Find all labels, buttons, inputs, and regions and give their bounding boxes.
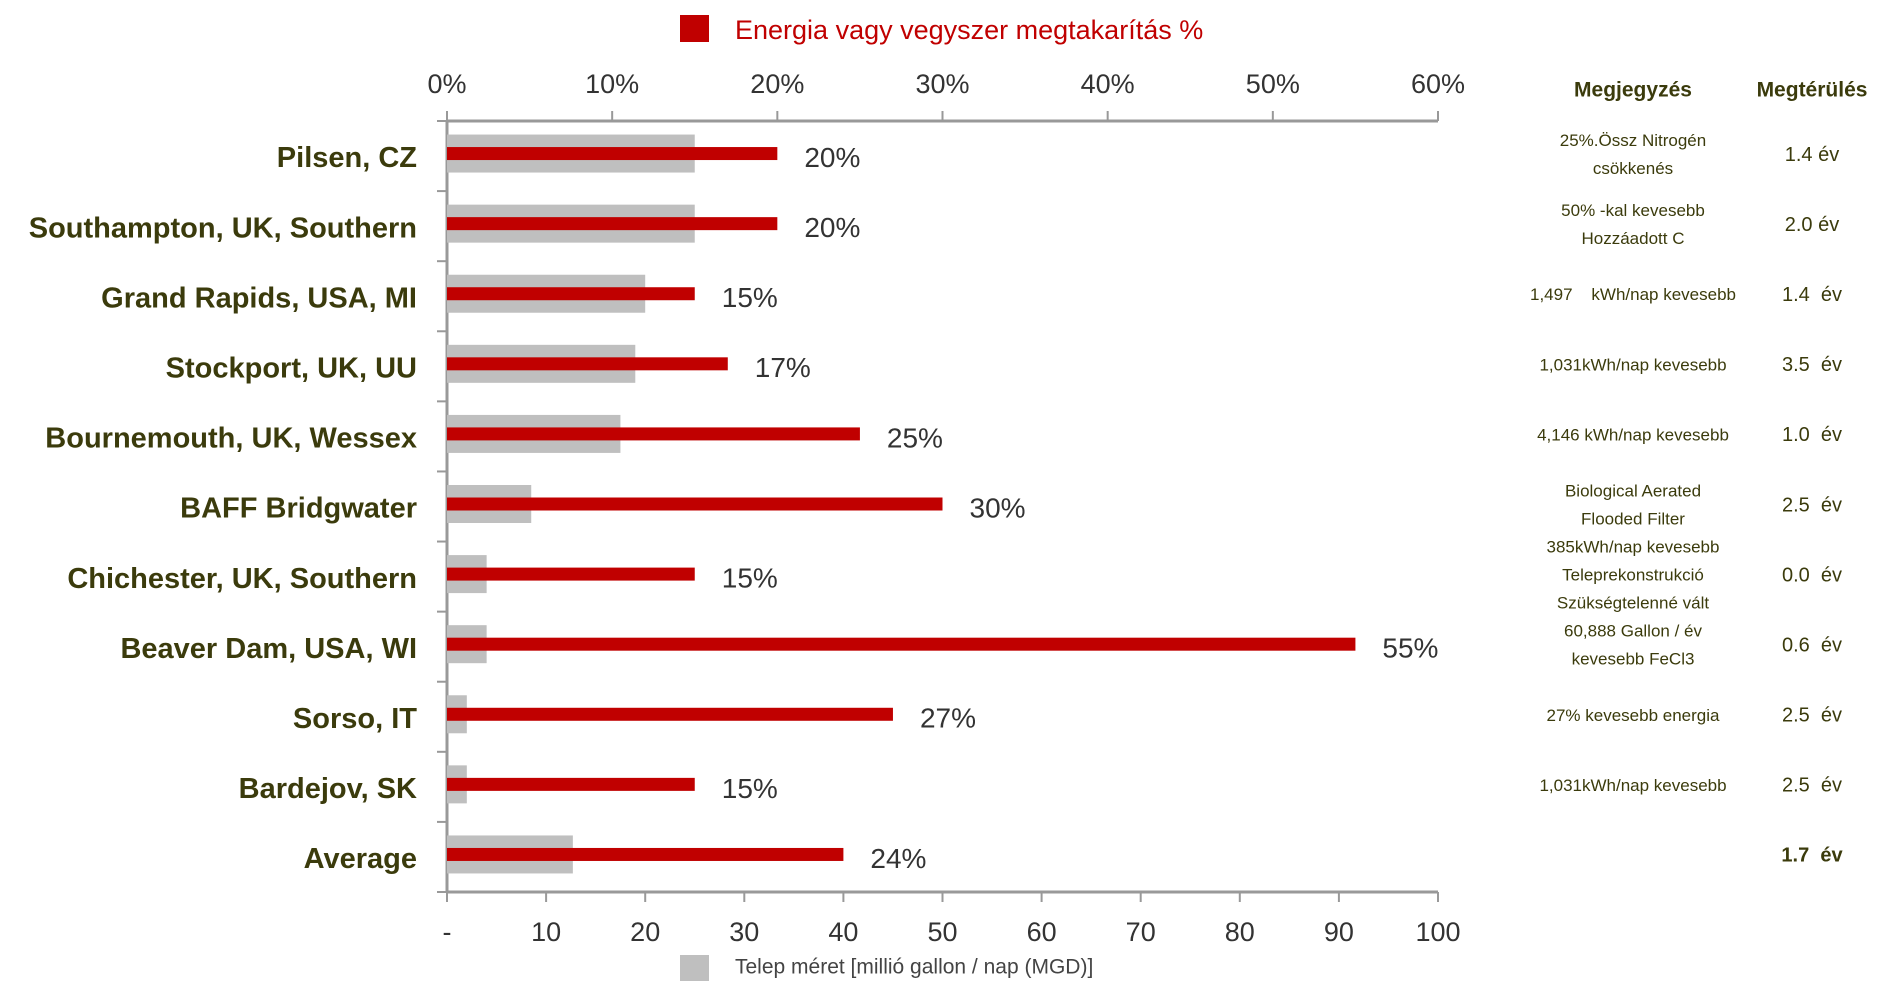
payback: 2.0 év xyxy=(1785,214,1839,236)
data-label: 17% xyxy=(755,352,811,383)
bar xyxy=(447,147,778,161)
data-label: 15% xyxy=(722,562,778,593)
note: csökkenés xyxy=(1593,159,1673,178)
note: 27% kevesebb energia xyxy=(1547,706,1721,725)
note: Hozzáadott C xyxy=(1582,229,1685,248)
data-label: 15% xyxy=(722,773,778,804)
category-label: Stockport, UK, UU xyxy=(166,352,417,384)
category-label: Bardejov, SK xyxy=(239,773,417,805)
payback: 2.5 év xyxy=(1782,494,1842,516)
payback: 1.4 év xyxy=(1785,144,1839,166)
category-label: Chichester, UK, Southern xyxy=(67,563,417,595)
note: 60,888 Gallon / év xyxy=(1564,622,1702,641)
payback: 1.4 év xyxy=(1782,284,1842,306)
table-header: Megjegyzés xyxy=(1574,79,1692,102)
category-label: Sorso, IT xyxy=(293,703,417,735)
x2-tick-label: - xyxy=(443,917,452,947)
x2-tick-label: 30 xyxy=(729,917,759,947)
payback: 0.0 év xyxy=(1782,564,1842,586)
category-label: Beaver Dam, USA, WI xyxy=(120,633,417,665)
note: 1,031kWh/nap kevesebb xyxy=(1539,355,1726,374)
bar xyxy=(447,847,844,861)
x-tick-label: 60% xyxy=(1411,69,1465,99)
data-label: 25% xyxy=(887,422,943,453)
legend-label: Energia vagy vegyszer megtakarítás % xyxy=(735,15,1203,45)
data-label: 55% xyxy=(1382,633,1438,664)
x2-tick-label: 10 xyxy=(531,917,561,947)
x2-tick-label: 70 xyxy=(1126,917,1156,947)
legend-swatch xyxy=(680,955,709,981)
bar xyxy=(447,777,695,791)
bar xyxy=(447,497,943,511)
payback: 2.5 év xyxy=(1782,705,1842,727)
category-label: BAFF Bridgwater xyxy=(180,493,417,525)
note: 1,031kWh/nap kevesebb xyxy=(1539,776,1726,795)
data-label: 27% xyxy=(920,703,976,734)
category-label: Bournemouth, UK, Wessex xyxy=(45,423,417,455)
x-tick-label: 0% xyxy=(427,69,466,99)
note: Teleprekonstrukció xyxy=(1562,566,1704,585)
payback: 3.5 év xyxy=(1782,354,1842,376)
note: 385kWh/nap kevesebb xyxy=(1547,538,1720,557)
bar xyxy=(447,287,695,301)
category-label: Grand Rapids, USA, MI xyxy=(101,282,417,314)
x-tick-label: 20% xyxy=(750,69,804,99)
x-tick-label: 10% xyxy=(585,69,639,99)
x2-tick-label: 40 xyxy=(828,917,858,947)
x2-tick-label: 90 xyxy=(1324,917,1354,947)
legend-swatch xyxy=(680,15,709,42)
bar xyxy=(447,427,860,441)
note: kevesebb FeCl3 xyxy=(1572,650,1695,669)
data-label: 20% xyxy=(804,212,860,243)
x-tick-label: 30% xyxy=(915,69,969,99)
x2-tick-label: 80 xyxy=(1225,917,1255,947)
data-label: 15% xyxy=(722,282,778,313)
note: 1,497 kWh/nap kevesebb xyxy=(1530,285,1736,304)
payback: 1.7 év xyxy=(1781,845,1843,867)
bar xyxy=(447,707,893,721)
data-label: 30% xyxy=(970,492,1026,523)
bar xyxy=(447,217,778,231)
note: 25%.Össz Nitrogén xyxy=(1560,131,1706,150)
note: 4,146 kWh/nap kevesebb xyxy=(1537,425,1729,444)
bar xyxy=(447,637,1356,651)
note: Flooded Filter xyxy=(1581,509,1685,528)
data-label: 24% xyxy=(870,843,926,874)
bar xyxy=(447,357,728,371)
category-label: Average xyxy=(304,843,417,875)
bar xyxy=(447,567,695,581)
x-tick-label: 40% xyxy=(1081,69,1135,99)
x2-tick-label: 100 xyxy=(1415,917,1460,947)
category-label: Pilsen, CZ xyxy=(277,142,417,174)
payback: 0.6 év xyxy=(1782,634,1842,656)
payback: 1.0 év xyxy=(1782,424,1842,446)
x-tick-label: 50% xyxy=(1246,69,1300,99)
payback: 2.5 év xyxy=(1782,775,1842,797)
note: 50% -kal kevesebb xyxy=(1561,201,1705,220)
table-header: Megtérülés xyxy=(1757,79,1868,102)
x2-tick-label: 50 xyxy=(927,917,957,947)
x2-tick-label: 60 xyxy=(1027,917,1057,947)
data-label: 20% xyxy=(804,142,860,173)
note: Szükségtelenné vált xyxy=(1557,594,1709,613)
category-label: Southampton, UK, Southern xyxy=(29,212,417,244)
note: Biological Aerated xyxy=(1565,481,1701,500)
legend-label: Telep méret [millió gallon / nap (MGD)] xyxy=(735,956,1093,979)
x2-tick-label: 20 xyxy=(630,917,660,947)
